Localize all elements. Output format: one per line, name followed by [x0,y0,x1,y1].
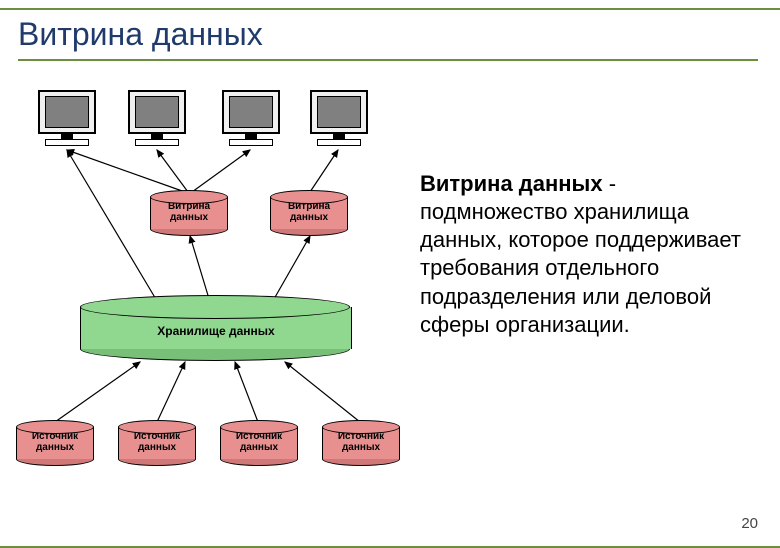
monitor-icon [222,90,280,144]
architecture-diagram: Витринаданных Витринаданных Хранилище данн… [10,70,410,490]
monitor-icon [310,90,368,144]
definition-text: Витрина данных - подмножество хранилища … [420,170,750,339]
source-cylinder: Источникданных [16,420,94,466]
page-number: 20 [741,515,758,532]
page-title: Витрина данных [18,16,758,61]
monitor-icon [38,90,96,144]
source-cylinder: Источникданных [118,420,196,466]
data-mart-cylinder: Витринаданных [150,190,228,236]
slide: Витрина данных ВитринаданныхВитринаданны… [0,8,780,548]
data-mart-cylinder: Витринаданных [270,190,348,236]
monitor-icon [128,90,186,144]
source-cylinder: Источникданных [322,420,400,466]
warehouse-cylinder: Хранилище данных [80,295,350,361]
source-cylinder: Источникданных [220,420,298,466]
definition-term: Витрина данных [420,171,603,196]
